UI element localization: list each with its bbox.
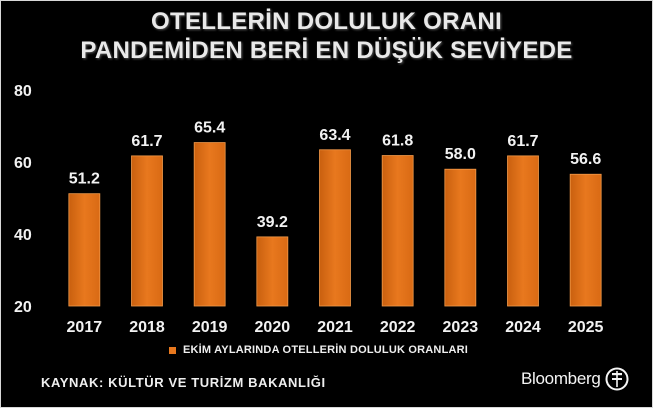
- bar-2021: [319, 149, 351, 307]
- bar-2024: [507, 155, 539, 307]
- x-tick-label-2017: 2017: [67, 319, 103, 336]
- bar-2019: [193, 142, 226, 307]
- data-label-2025: 56.6: [570, 151, 601, 168]
- bar-2022: [381, 155, 414, 307]
- data-label-2018: 61.7: [131, 133, 162, 150]
- bar-2025: [569, 173, 602, 307]
- x-tick-label-2025: 2025: [568, 319, 604, 336]
- y-axis-ticks: 20 40 60 80: [14, 83, 32, 316]
- title-line-1: OTELLERİN DOLULUK ORANI: [151, 8, 502, 35]
- data-label-2023: 58.0: [445, 146, 476, 163]
- data-label-2017: 51.2: [69, 171, 100, 188]
- x-tick-label-2019: 2019: [192, 319, 228, 336]
- x-tick-label-2022: 2022: [380, 319, 416, 336]
- x-tick-label-2023: 2023: [443, 319, 479, 336]
- x-tick-label-2024: 2024: [505, 319, 541, 336]
- bar-2018: [131, 155, 163, 307]
- y-tick-label: 20: [14, 299, 32, 316]
- x-axis-ticks: 2017 2018 2019 2020 2021 2022 2023 2024 2025: [67, 319, 604, 336]
- bar-2020: [256, 236, 289, 307]
- y-tick-label: 60: [14, 155, 32, 172]
- data-label-2020: 39.2: [257, 214, 288, 231]
- bar-2023: [444, 168, 477, 307]
- x-tick-label-2021: 2021: [317, 319, 353, 336]
- bar-2017: [68, 193, 101, 307]
- x-tick-label-2020: 2020: [255, 319, 291, 336]
- data-label-2019: 65.4: [194, 120, 225, 137]
- y-tick-label: 40: [14, 227, 32, 244]
- brand: Bloomberg: [521, 367, 629, 391]
- data-label-2024: 61.7: [507, 133, 538, 150]
- chart-title: OTELLERİN DOLULUK ORANI PANDEMİDEN BERİ …: [1, 7, 652, 65]
- data-labels: 51.2 61.7 65.4 39.2 63.4 61.8 58.0 61.7 56.6: [69, 120, 602, 231]
- data-label-2022: 61.8: [382, 133, 413, 150]
- legend-label: EKİM AYLARINDA OTELLERİN DOLULUK ORANLAR…: [183, 344, 469, 356]
- bloomberg-logo-text: Bloomberg: [521, 369, 601, 388]
- ht-logo-icon: [605, 367, 629, 391]
- data-label-2021: 63.4: [319, 127, 350, 144]
- source-note: KAYNAK: KÜLTÜR VE TURİZM BAKANLIĞI: [41, 375, 326, 390]
- legend-swatch: [169, 346, 176, 354]
- legend: EKİM AYLARINDA OTELLERİN DOLULUK ORANLAR…: [169, 344, 468, 356]
- y-tick-label: 80: [14, 83, 32, 100]
- title-line-2: PANDEMİDEN BERİ EN DÜŞÜK SEVİYEDE: [80, 37, 573, 64]
- x-tick-label-2018: 2018: [129, 319, 165, 336]
- bars: [68, 142, 602, 307]
